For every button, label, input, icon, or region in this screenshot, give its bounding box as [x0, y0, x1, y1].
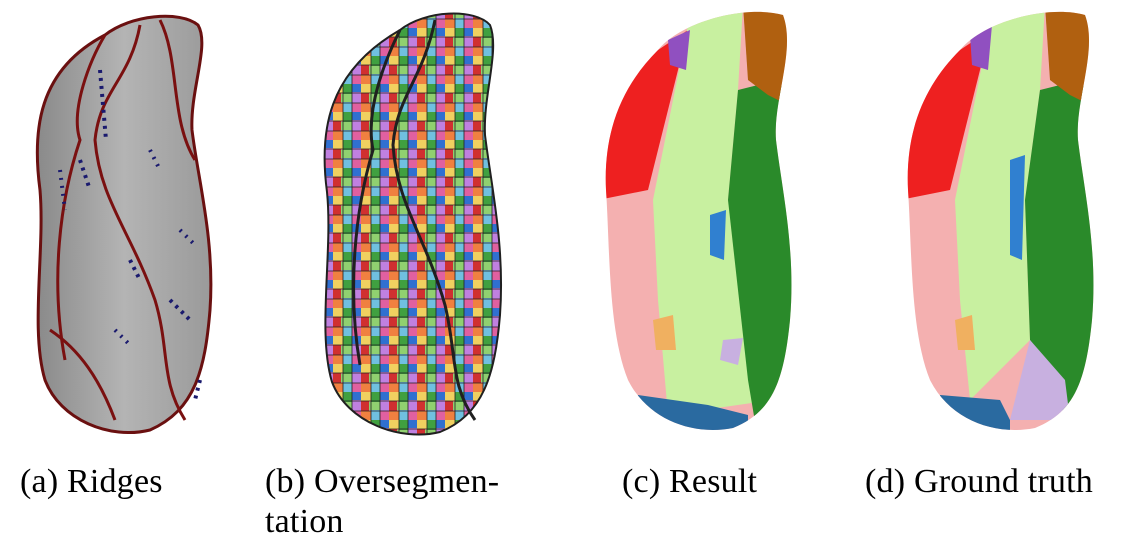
- caption-result: (c) Result: [622, 463, 758, 500]
- segment-boundary: [352, 29, 402, 366]
- caption-oversegmentation-line1: (b) Oversegmen-: [265, 463, 500, 500]
- caption-ground-truth: (d) Ground truth: [865, 463, 1093, 500]
- region-blue: [1010, 155, 1025, 260]
- region-steelblue: [930, 395, 1010, 430]
- region-purple: [668, 30, 690, 70]
- result-figure: [605, 11, 792, 430]
- segment-boundary: [391, 19, 477, 421]
- panel-ridges: [20, 0, 220, 450]
- caption-oversegmentation: (b) Oversegmen- tation: [265, 462, 499, 542]
- ridge-line: [56, 34, 107, 361]
- panel-oversegmentation: [305, 0, 515, 450]
- region-red: [907, 30, 990, 200]
- caption-ridges: (a) Ridges: [20, 463, 163, 500]
- caption-oversegmentation-line2: tation: [265, 503, 344, 540]
- region-lavender: [720, 338, 743, 365]
- region-red: [605, 30, 688, 200]
- panel-result: [598, 0, 798, 440]
- oversegmentation-figure: [323, 12, 503, 436]
- region-lavender: [1010, 340, 1070, 420]
- region-orange: [955, 315, 975, 350]
- ridge-line: [93, 24, 187, 421]
- panel-ground-truth: [900, 0, 1100, 440]
- region-lightgreen: [955, 11, 1045, 400]
- ridge-line: [49, 328, 117, 421]
- ridge-line: [158, 19, 197, 161]
- ridges-figure: [35, 14, 213, 435]
- region-blue: [710, 210, 726, 260]
- region-orange: [653, 315, 676, 350]
- region-darkgreen: [1025, 80, 1094, 430]
- ground-truth-figure: [907, 11, 1094, 430]
- ridges-surface: [35, 14, 213, 435]
